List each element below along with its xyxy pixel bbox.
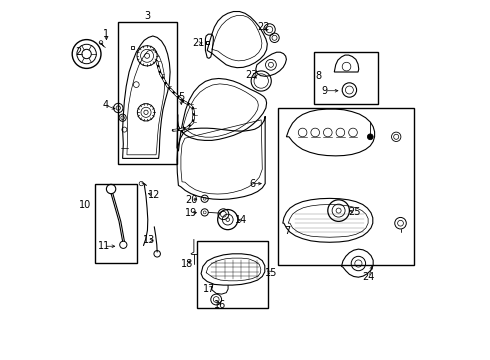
- Bar: [95, 184, 137, 263]
- Text: 4: 4: [102, 100, 108, 110]
- Text: 10: 10: [79, 200, 91, 210]
- Text: 1: 1: [103, 29, 109, 39]
- Text: 20: 20: [185, 195, 197, 205]
- Text: 12: 12: [148, 190, 160, 200]
- Text: 6: 6: [249, 179, 255, 189]
- Bar: [314, 52, 378, 104]
- Text: 9: 9: [322, 86, 328, 96]
- Text: 25: 25: [348, 207, 360, 217]
- Text: 21: 21: [193, 38, 205, 48]
- Bar: [118, 22, 176, 164]
- Text: 17: 17: [203, 284, 215, 294]
- Text: 18: 18: [181, 258, 194, 269]
- Text: 2: 2: [75, 47, 81, 57]
- Text: 13: 13: [143, 235, 155, 246]
- Text: 8: 8: [315, 71, 321, 81]
- Bar: [206, 41, 209, 44]
- Text: 24: 24: [363, 272, 375, 282]
- Text: 5: 5: [178, 92, 184, 102]
- Text: 7: 7: [284, 226, 291, 236]
- Bar: [131, 46, 134, 49]
- Text: 22: 22: [257, 22, 270, 32]
- Text: 15: 15: [265, 268, 277, 278]
- Text: 14: 14: [235, 215, 247, 225]
- Text: 16: 16: [215, 300, 227, 310]
- Circle shape: [368, 134, 373, 140]
- Text: 19: 19: [185, 208, 197, 218]
- Bar: [197, 241, 269, 308]
- Text: 11: 11: [98, 241, 110, 251]
- Text: 3: 3: [144, 11, 150, 21]
- Bar: [278, 108, 414, 265]
- Text: 23: 23: [245, 70, 258, 80]
